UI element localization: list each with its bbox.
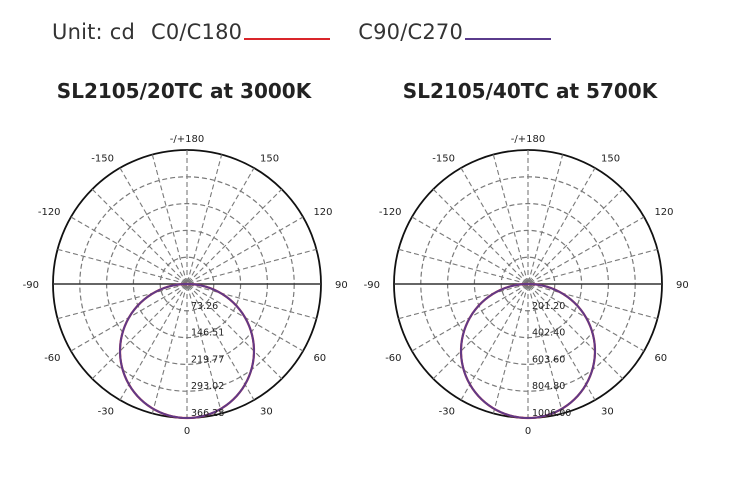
polar-spoke-right [432,188,624,380]
unit-label: Unit: cd [52,20,135,44]
polar-spoke-left [119,167,255,401]
angle-tick-label-left: -60 [44,353,60,364]
chart-title-left: SL2105/20TC at 3000K [56,79,312,103]
angle-tick-label-right: 120 [654,207,673,218]
radial-tick-label-left: 73.26 [191,301,218,312]
angle-tick-label-left: 90 [335,280,348,291]
polar-spoke-left [70,216,304,352]
polar-spoke-left [57,248,317,320]
polar-spoke-right [432,188,624,380]
angle-tick-label-right: 90 [676,280,689,291]
angle-tick-label-right: -120 [379,207,402,218]
polar-spoke-right [460,167,596,401]
polar-spoke-right [411,216,645,352]
radial-tick-label-right: 402.40 [532,328,565,339]
angle-tick-label-right: -30 [439,406,455,417]
angle-tick-label-left: -90 [23,280,39,291]
radial-tick-label-left: 146.51 [191,328,224,339]
chart-title-right: SL2105/40TC at 5700K [402,79,658,103]
radial-tick-label-left: 219.77 [191,354,224,365]
radial-tick-label-right: 201.20 [532,301,565,312]
polar-spoke-right [492,154,564,414]
angle-tick-label-right: -60 [385,353,401,364]
radial-tick-label-left: 293.02 [191,381,224,392]
radial-tick-label-right: 1006.00 [532,408,571,419]
angle-tick-label-right: -/+180 [511,134,545,145]
angle-tick-label-right: -90 [364,280,380,291]
radial-tick-label-right: 603.60 [532,354,565,365]
polar-spoke-right [398,248,658,320]
angle-tick-label-right: -150 [432,154,455,165]
angle-tick-label-left: -/+180 [170,134,204,145]
polar-spoke-right [460,167,596,401]
legend-swatch-c0-c180 [244,38,331,40]
angle-tick-label-right: 150 [601,154,620,165]
series-curve-c90-c270-left [119,283,255,420]
angle-tick-label-right: 60 [654,353,667,364]
polar-spoke-left [91,188,283,380]
angle-tick-label-left: 0 [184,426,190,437]
series-curve-c90-c270-right [460,283,596,420]
angle-tick-label-left: -120 [38,207,61,218]
polar-spoke-left [91,188,283,380]
polar-spoke-left [119,167,255,401]
angle-tick-label-left: 120 [313,207,332,218]
radial-tick-label-left: 366.28 [191,408,224,419]
polar-spoke-left [57,248,317,320]
legend-swatch-c90-c270 [465,38,552,40]
angle-tick-label-left: -30 [98,406,114,417]
legend-label-c90-c270: C90/C270 [358,20,464,44]
angle-tick-label-right: 30 [601,406,614,417]
legend-label-c0-c180: C0/C180 [150,20,243,44]
polar-spoke-left [70,216,304,352]
angle-tick-label-left: -150 [91,154,114,165]
radial-tick-label-right: 804.80 [532,381,565,392]
polar-spoke-right [492,154,564,414]
chart-legend: Unit: cd C0/C180 C90/C270 [52,20,552,44]
polar-spoke-right [398,248,658,320]
angle-tick-label-right: 0 [525,426,531,437]
angle-tick-label-left: 60 [313,353,326,364]
angle-tick-label-left: 30 [260,406,273,417]
polar-spoke-right [411,216,645,352]
polar-spoke-left [151,154,223,414]
polar-spoke-left [151,154,223,414]
angle-tick-label-left: 150 [260,154,279,165]
